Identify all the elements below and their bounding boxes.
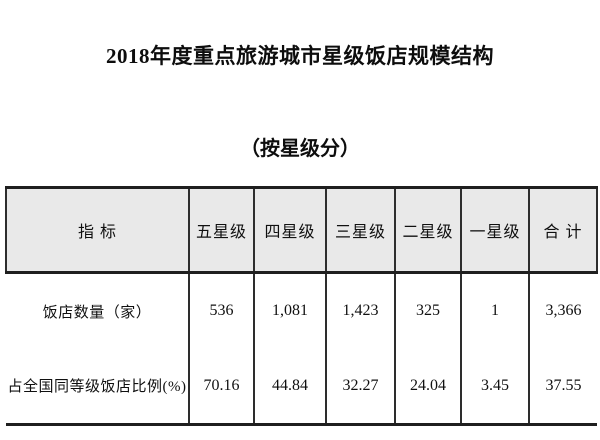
cell-hotel-count-two-star: 325 [394,272,462,349]
table-body: 饭店数量（家） 536 1,081 1,423 325 1 3,366 占全国同… [6,272,597,425]
table-header: 指 标 五星级 四星级 三星级 二星级 一星级 合 计 [5,187,598,274]
cell-ratio-five-star: 70.16 [188,348,255,425]
document-title: 2018年度重点旅游城市星级饭店规模结构 [106,44,494,68]
cell-hotel-count-total: 3,366 [528,272,597,349]
column-header-total: 合 计 [528,187,598,274]
document-subtitle: （按星级分） [240,138,360,160]
column-header-five-star: 五星级 [188,187,255,274]
cell-ratio-three-star: 32.27 [325,348,396,425]
column-header-four-star: 四星级 [253,187,327,274]
cell-hotel-count-three-star: 1,423 [325,272,396,349]
column-header-one-star: 一星级 [460,187,530,274]
column-header-three-star: 三星级 [325,187,396,274]
cell-ratio-four-star: 44.84 [253,348,327,425]
table-row-national-ratio: 占全国同等级饭店比例(%) 70.16 44.84 32.27 24.04 3.… [6,348,597,425]
column-header-indicator: 指 标 [5,187,190,274]
cell-ratio-two-star: 24.04 [394,348,462,425]
statistics-table-container: 指 标 五星级 四星级 三星级 二星级 一星级 合 计 饭店数量（家） 536 … [5,186,598,426]
cell-hotel-count-four-star: 1,081 [253,272,327,349]
table-row-hotel-count: 饭店数量（家） 536 1,081 1,423 325 1 3,366 [6,272,597,349]
cell-ratio-total: 37.55 [528,348,597,425]
row-label-hotel-count: 饭店数量（家） [6,272,190,349]
statistics-table: 指 标 五星级 四星级 三星级 二星级 一星级 合 计 饭店数量（家） 536 … [5,186,598,426]
table-header-row: 指 标 五星级 四星级 三星级 二星级 一星级 合 计 [5,187,598,274]
column-header-two-star: 二星级 [394,187,462,274]
cell-hotel-count-five-star: 536 [188,272,255,349]
cell-ratio-one-star: 3.45 [460,348,530,425]
row-label-national-ratio: 占全国同等级饭店比例(%) [6,348,190,425]
cell-hotel-count-one-star: 1 [460,272,530,349]
